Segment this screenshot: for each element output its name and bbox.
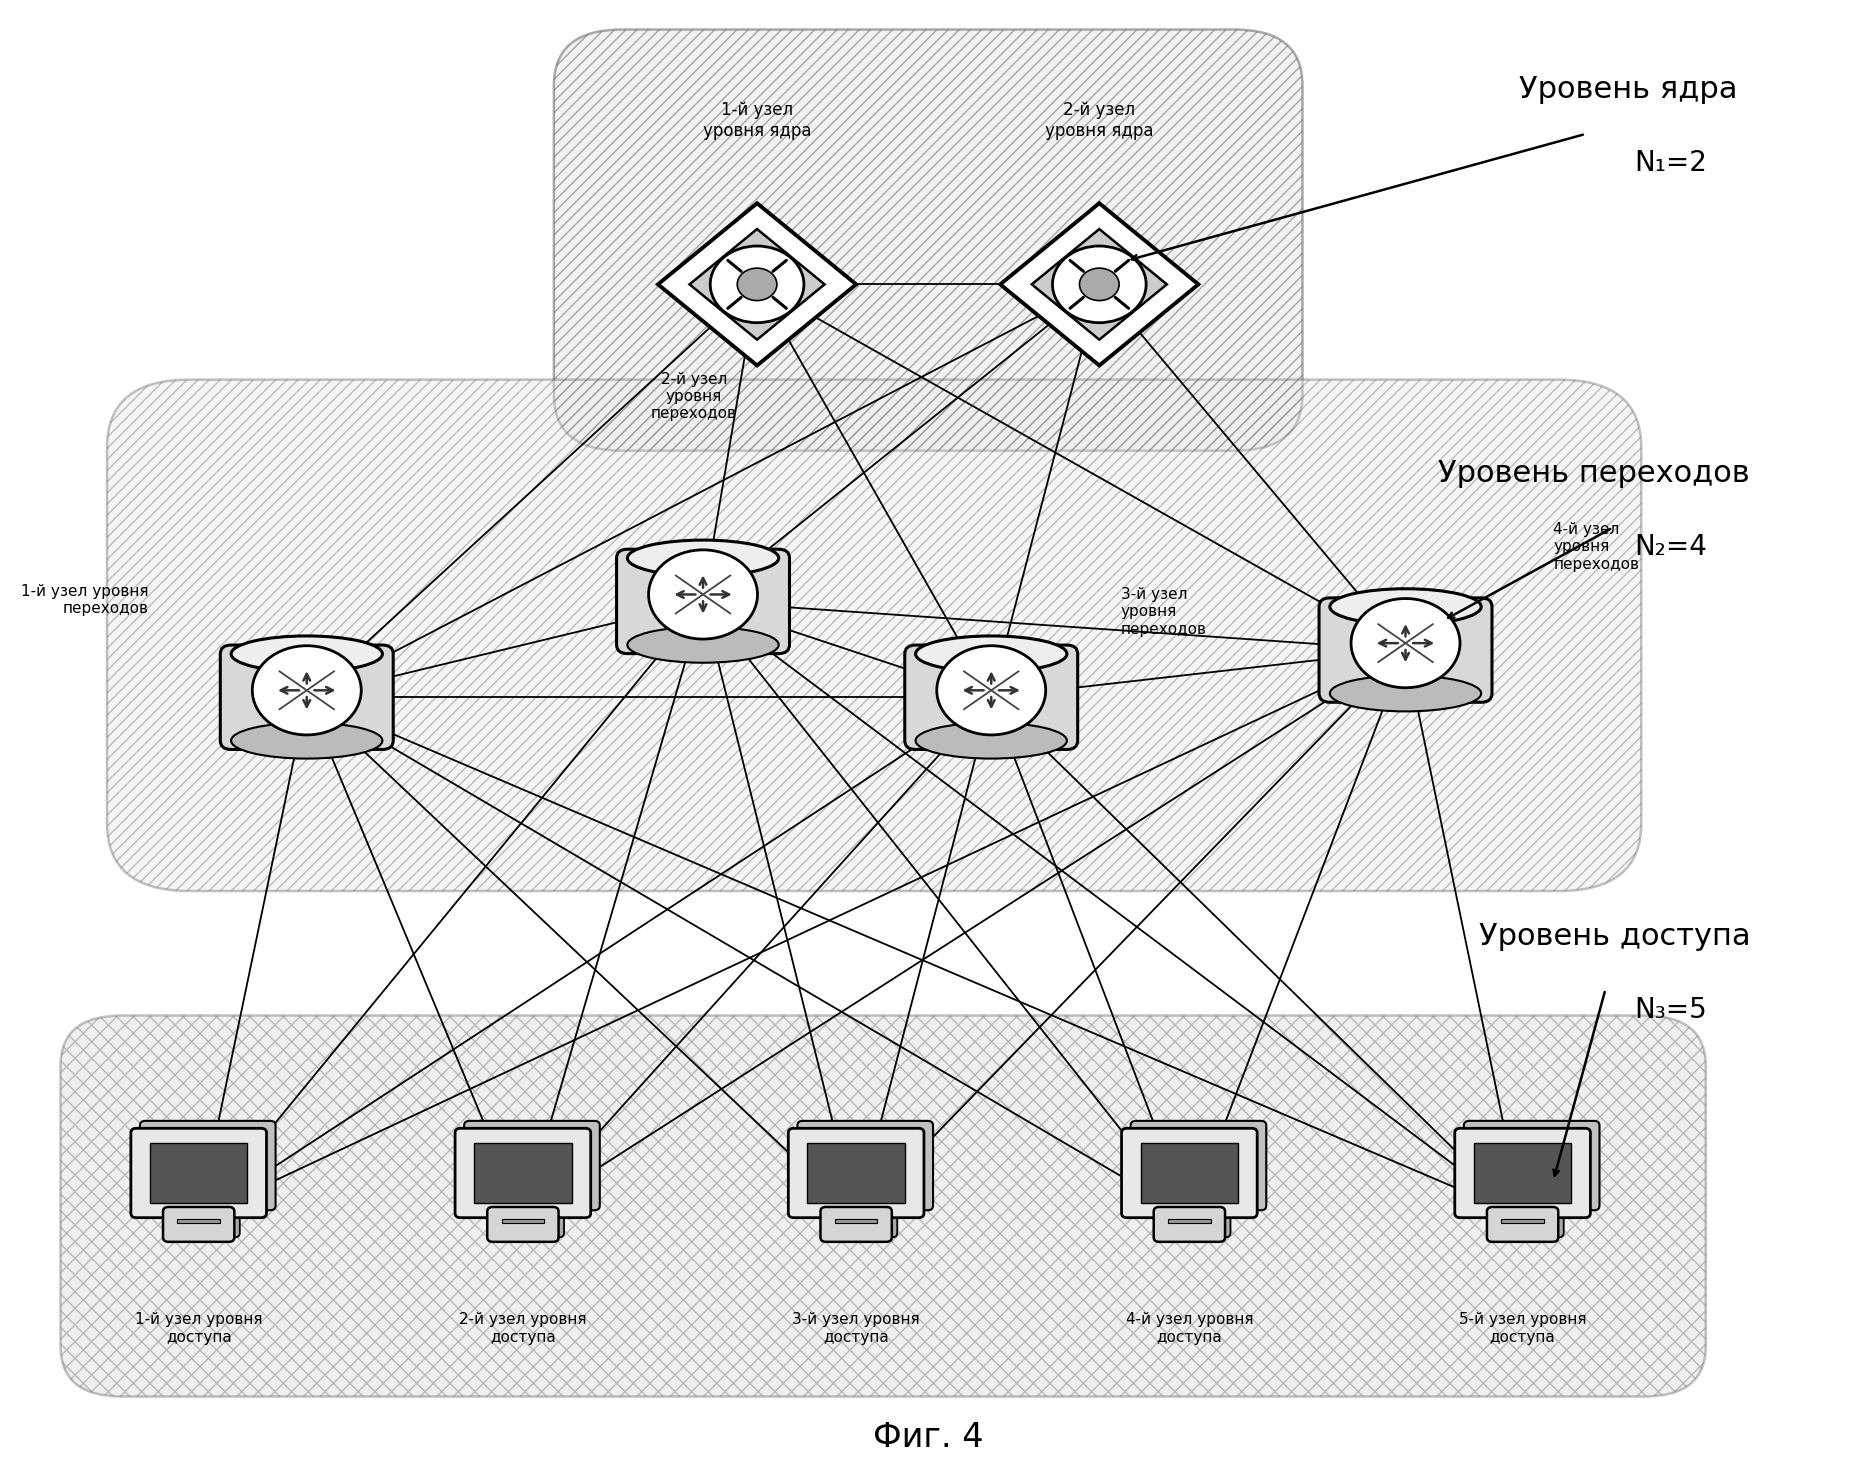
Bar <box>807 1143 905 1203</box>
Bar <box>1475 1143 1572 1203</box>
FancyBboxPatch shape <box>1153 1207 1224 1241</box>
FancyBboxPatch shape <box>454 1129 591 1218</box>
Text: 1-й узел
уровня ядра: 1-й узел уровня ядра <box>703 101 811 139</box>
Circle shape <box>252 645 361 736</box>
FancyBboxPatch shape <box>1159 1203 1230 1237</box>
Text: 4-й узел уровня
доступа: 4-й узел уровня доступа <box>1125 1312 1252 1345</box>
Text: 3-й узел уровня
доступа: 3-й узел уровня доступа <box>792 1312 920 1345</box>
FancyBboxPatch shape <box>553 30 1303 451</box>
Ellipse shape <box>232 722 383 759</box>
FancyBboxPatch shape <box>1488 1207 1559 1241</box>
Bar <box>475 1143 572 1203</box>
FancyBboxPatch shape <box>1463 1121 1600 1210</box>
Text: Уровень ядра: Уровень ядра <box>1519 76 1738 104</box>
Text: Фиг. 4: Фиг. 4 <box>873 1421 983 1453</box>
Text: N₁=2: N₁=2 <box>1634 150 1706 178</box>
FancyBboxPatch shape <box>789 1129 923 1218</box>
FancyBboxPatch shape <box>131 1129 267 1218</box>
FancyBboxPatch shape <box>826 1203 897 1237</box>
Bar <box>1168 1219 1211 1223</box>
Text: 2-й узел
уровня
переходов: 2-й узел уровня переходов <box>650 372 736 421</box>
Bar <box>150 1143 247 1203</box>
FancyBboxPatch shape <box>820 1207 892 1241</box>
Text: 1-й узел уровня
доступа: 1-й узел уровня доступа <box>135 1312 262 1345</box>
FancyBboxPatch shape <box>464 1121 600 1210</box>
FancyBboxPatch shape <box>107 380 1641 891</box>
Polygon shape <box>1000 203 1198 365</box>
Ellipse shape <box>232 636 383 672</box>
Circle shape <box>649 550 757 639</box>
FancyBboxPatch shape <box>60 1016 1706 1397</box>
Text: 2-й узел
уровня ядра: 2-й узел уровня ядра <box>1045 101 1153 139</box>
Text: 2-й узел уровня
доступа: 2-й узел уровня доступа <box>460 1312 587 1345</box>
Polygon shape <box>658 203 856 365</box>
Circle shape <box>1351 599 1460 688</box>
Bar <box>1140 1143 1237 1203</box>
Circle shape <box>710 246 804 323</box>
Ellipse shape <box>916 722 1067 759</box>
FancyBboxPatch shape <box>1454 1129 1591 1218</box>
Text: Уровень доступа: Уровень доступа <box>1480 921 1751 951</box>
FancyBboxPatch shape <box>140 1121 275 1210</box>
Ellipse shape <box>628 627 779 663</box>
Circle shape <box>1080 268 1120 301</box>
Text: 1-й узел уровня
переходов: 1-й узел уровня переходов <box>21 584 148 615</box>
Text: N₂=4: N₂=4 <box>1634 532 1706 561</box>
FancyBboxPatch shape <box>163 1207 234 1241</box>
Bar <box>835 1219 877 1223</box>
FancyBboxPatch shape <box>493 1203 564 1237</box>
Text: 3-й узел
уровня
переходов: 3-й узел уровня переходов <box>1121 587 1207 636</box>
Bar <box>178 1219 221 1223</box>
FancyBboxPatch shape <box>1320 598 1491 703</box>
Polygon shape <box>1032 228 1166 340</box>
FancyBboxPatch shape <box>221 645 392 749</box>
FancyBboxPatch shape <box>1131 1121 1267 1210</box>
Circle shape <box>1052 246 1146 323</box>
Bar <box>1501 1219 1544 1223</box>
FancyBboxPatch shape <box>1121 1129 1258 1218</box>
FancyBboxPatch shape <box>1491 1203 1564 1237</box>
Circle shape <box>736 268 778 301</box>
Ellipse shape <box>1331 589 1480 624</box>
FancyBboxPatch shape <box>488 1207 559 1241</box>
Bar <box>501 1219 544 1223</box>
Text: 5-й узел уровня
доступа: 5-й узел уровня доступа <box>1460 1312 1587 1345</box>
Ellipse shape <box>1331 675 1480 712</box>
Text: N₃=5: N₃=5 <box>1634 997 1706 1023</box>
FancyBboxPatch shape <box>798 1121 933 1210</box>
Circle shape <box>936 645 1045 736</box>
FancyBboxPatch shape <box>168 1203 239 1237</box>
Polygon shape <box>690 228 824 340</box>
Text: 4-й узел
уровня
переходов: 4-й узел уровня переходов <box>1553 522 1639 572</box>
Text: Уровень переходов: Уровень переходов <box>1437 458 1749 488</box>
FancyBboxPatch shape <box>905 645 1078 749</box>
Ellipse shape <box>628 540 779 575</box>
Ellipse shape <box>916 636 1067 672</box>
FancyBboxPatch shape <box>617 549 789 654</box>
